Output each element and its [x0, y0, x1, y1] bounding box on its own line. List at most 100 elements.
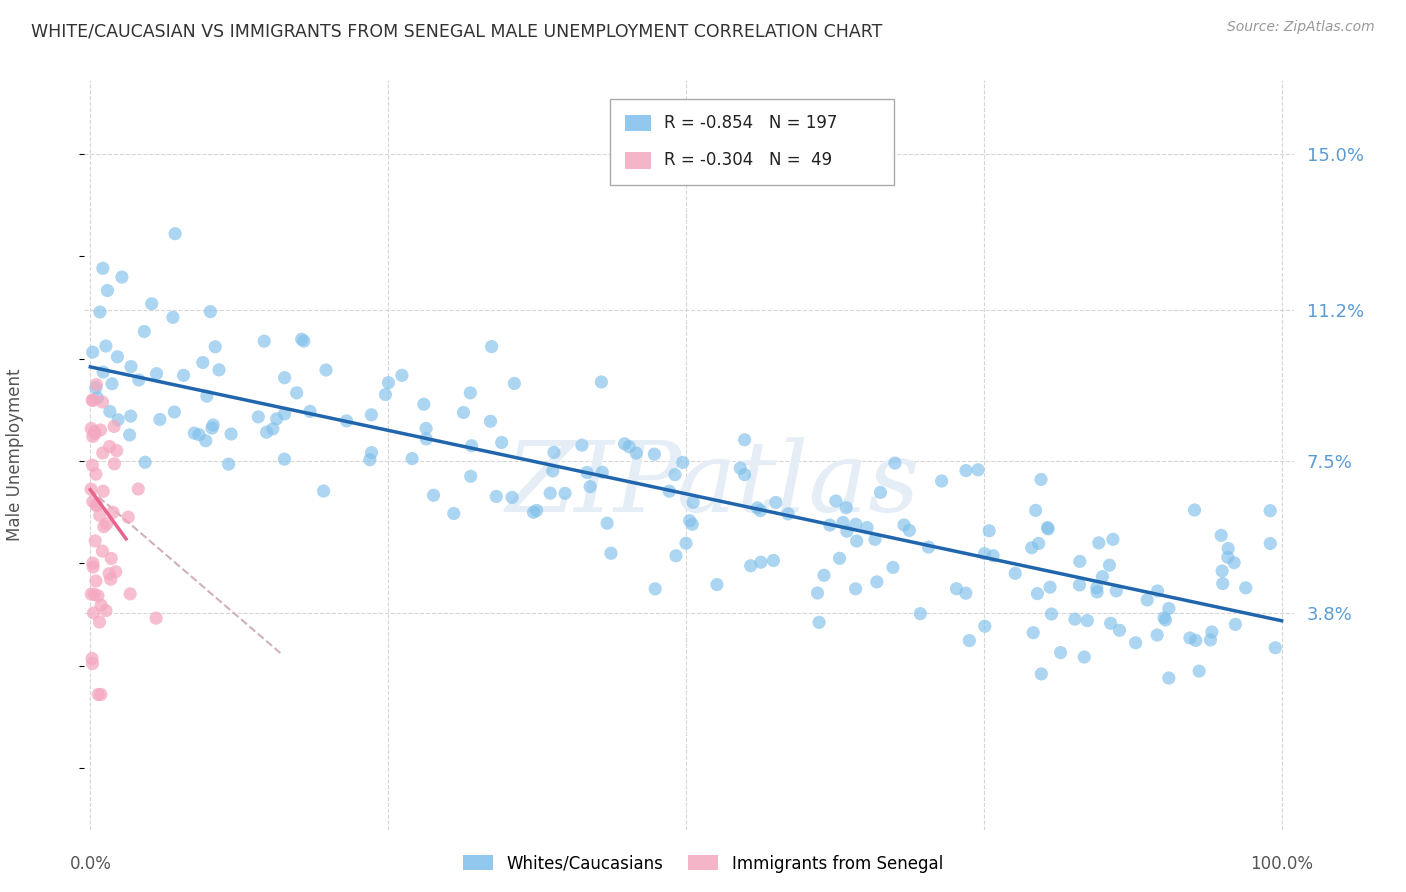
- Point: [835, 500, 858, 515]
- Point: [828, 551, 851, 566]
- Point: [415, 421, 437, 435]
- Text: 0.0%: 0.0%: [69, 855, 111, 872]
- Point: [312, 483, 335, 498]
- Point: [1211, 564, 1233, 578]
- Point: [188, 427, 211, 442]
- Point: [80, 482, 103, 496]
- Point: [84, 533, 107, 548]
- Point: [100, 572, 122, 586]
- Point: [1085, 585, 1108, 599]
- Point: [1258, 504, 1281, 518]
- Point: [1069, 578, 1091, 592]
- Point: [80, 421, 103, 435]
- Point: [101, 376, 124, 391]
- Point: [111, 270, 134, 285]
- Point: [1025, 503, 1047, 517]
- Point: [1184, 633, 1206, 648]
- Point: [898, 524, 921, 538]
- Point: [89, 615, 111, 629]
- Point: [765, 495, 787, 509]
- Point: [681, 517, 703, 532]
- Point: [107, 350, 129, 364]
- Point: [526, 503, 548, 517]
- Point: [145, 367, 167, 381]
- Point: [1004, 566, 1026, 581]
- Point: [1234, 581, 1257, 595]
- Point: [94, 339, 117, 353]
- Point: [1212, 576, 1234, 591]
- Point: [1028, 536, 1050, 550]
- Point: [658, 484, 681, 499]
- Point: [579, 480, 602, 494]
- Point: [82, 393, 104, 408]
- Point: [90, 688, 112, 702]
- Point: [893, 518, 915, 533]
- Point: [749, 555, 772, 569]
- Point: [460, 439, 482, 453]
- Point: [93, 520, 115, 534]
- Point: [1146, 628, 1168, 642]
- Point: [82, 494, 104, 508]
- Point: [391, 368, 413, 383]
- Point: [86, 377, 108, 392]
- Bar: [624, 153, 651, 169]
- Point: [149, 412, 172, 426]
- Point: [538, 486, 561, 500]
- Point: [262, 422, 284, 436]
- Point: [202, 417, 225, 432]
- Text: R = -0.854   N = 197: R = -0.854 N = 197: [664, 114, 837, 132]
- Point: [1088, 536, 1111, 550]
- Point: [91, 261, 114, 276]
- Point: [91, 365, 114, 379]
- Point: [89, 423, 111, 437]
- Text: Source: ZipAtlas.com: Source: ZipAtlas.com: [1227, 20, 1375, 34]
- Point: [1102, 533, 1125, 547]
- Point: [955, 464, 977, 478]
- FancyBboxPatch shape: [610, 99, 894, 186]
- Point: [1108, 624, 1130, 638]
- Point: [778, 507, 800, 521]
- Point: [96, 284, 118, 298]
- Text: 100.0%: 100.0%: [1250, 855, 1313, 872]
- Point: [1031, 666, 1053, 681]
- Point: [1201, 624, 1223, 639]
- Point: [825, 494, 848, 508]
- Point: [201, 421, 224, 435]
- Point: [145, 611, 167, 625]
- Point: [869, 485, 891, 500]
- Point: [104, 565, 127, 579]
- Point: [103, 419, 125, 434]
- Point: [481, 340, 503, 354]
- Point: [957, 633, 980, 648]
- Point: [644, 582, 666, 596]
- Legend: Whites/Caucasians, Immigrants from Senegal: Whites/Caucasians, Immigrants from Seneg…: [457, 848, 949, 880]
- Point: [485, 490, 508, 504]
- Text: Male Unemployment: Male Unemployment: [6, 368, 24, 541]
- Point: [1026, 586, 1049, 600]
- Point: [128, 373, 150, 387]
- Point: [1157, 671, 1180, 685]
- Point: [273, 370, 295, 384]
- Point: [134, 455, 156, 469]
- Point: [98, 404, 121, 418]
- Point: [706, 577, 728, 591]
- Point: [195, 389, 218, 403]
- Point: [1136, 593, 1159, 607]
- Point: [191, 355, 214, 369]
- Point: [845, 517, 868, 532]
- Point: [422, 488, 444, 502]
- Point: [335, 414, 357, 428]
- Point: [273, 407, 295, 421]
- Point: [832, 516, 855, 530]
- Point: [82, 458, 104, 472]
- Point: [1211, 528, 1233, 542]
- Point: [522, 505, 544, 519]
- Point: [120, 587, 142, 601]
- Point: [134, 325, 156, 339]
- Point: [1258, 536, 1281, 550]
- Point: [165, 227, 187, 241]
- Point: [571, 438, 593, 452]
- Point: [266, 412, 288, 426]
- Point: [856, 520, 879, 534]
- Point: [247, 409, 270, 424]
